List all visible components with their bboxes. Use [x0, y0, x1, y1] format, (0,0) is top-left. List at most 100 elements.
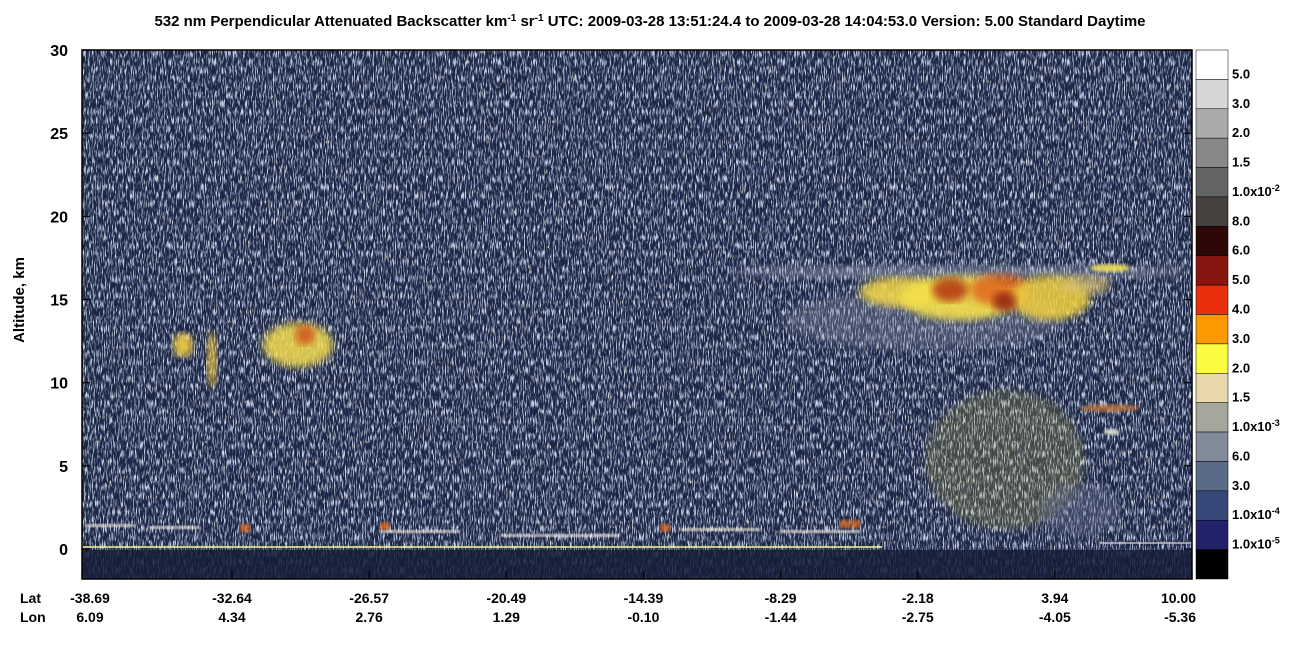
cloud-feature — [240, 524, 250, 532]
cloud-feature — [730, 265, 1190, 279]
x-tick-label: -0.10 — [627, 609, 659, 625]
x-tick-label: -5.36 — [1164, 609, 1196, 625]
x-tick-label: 3.94 — [1041, 590, 1068, 606]
cloud-feature — [932, 278, 968, 302]
colorbar-label: 4.0 — [1232, 302, 1250, 317]
colorbar-swatch — [1195, 549, 1229, 580]
colorbar-swatch — [1195, 49, 1229, 80]
colorbar-label: 3.0 — [1232, 478, 1250, 493]
cloud-feature — [1090, 264, 1130, 272]
y-tick-label: 0 — [59, 542, 68, 559]
colorbar-label: 2.0 — [1232, 125, 1250, 140]
colorbar-label: 8.0 — [1232, 213, 1250, 228]
colorbar-swatch — [1195, 373, 1229, 403]
colorbar-label: 3.0 — [1232, 331, 1250, 346]
colorbar-swatch — [1195, 314, 1229, 345]
x-tick-label: 10.00 — [1161, 590, 1196, 606]
title-text: 532 nm Perpendicular Attenuated Backscat… — [154, 13, 507, 30]
colorbar-label-mantissa: 1.0x10 — [1232, 184, 1272, 199]
x-row-name: Lon — [20, 609, 46, 625]
title-superscript: -1 — [535, 13, 544, 24]
colorbar: 5.03.02.01.51.0x10-28.06.05.04.03.02.01.… — [1195, 49, 1280, 580]
colorbar-swatch — [1195, 167, 1229, 198]
surface-return — [82, 546, 882, 548]
x-tick-label: -32.64 — [212, 590, 252, 606]
colorbar-swatch — [1195, 226, 1229, 256]
y-tick-label: 10 — [50, 376, 68, 393]
colorbar-label: 5.0 — [1232, 66, 1250, 81]
x-tick-label: 1.29 — [493, 609, 520, 625]
cloud-feature — [380, 522, 390, 530]
x-tick-label: -14.39 — [624, 590, 664, 606]
colorbar-label: 6.0 — [1232, 448, 1250, 463]
curtain-image — [82, 50, 1192, 579]
cloud-feature — [660, 524, 670, 532]
x-tick-label: -38.69 — [70, 590, 110, 606]
y-tick-label: 15 — [50, 293, 68, 310]
x-tick-label: -8.29 — [765, 590, 797, 606]
colorbar-label: 6.0 — [1232, 243, 1250, 258]
x-row-name: Lat — [20, 590, 41, 606]
colorbar-label-exponent: -5 — [1272, 536, 1280, 546]
cloud-feature — [1040, 485, 1120, 535]
plot-frame — [81, 49, 1193, 580]
cloud-feature — [840, 520, 850, 528]
colorbar-swatch — [1195, 431, 1229, 462]
colorbar-label: 2.0 — [1232, 360, 1250, 375]
colorbar-swatch — [1195, 284, 1229, 315]
x-tick-label: -2.18 — [902, 590, 934, 606]
x-tick-label: -4.05 — [1039, 609, 1071, 625]
cloud-feature — [1080, 404, 1140, 412]
cloud-feature — [500, 534, 620, 537]
cloud-feature — [263, 323, 333, 367]
cloud-feature — [295, 325, 315, 345]
x-tick-label: -26.57 — [349, 590, 389, 606]
colorbar-label: 5.0 — [1232, 272, 1250, 287]
cloud-feature — [780, 530, 860, 533]
cloud-feature — [150, 526, 200, 529]
title-text: sr — [516, 13, 535, 30]
colorbar-label-exponent: -3 — [1272, 418, 1280, 428]
x-tick-label: 6.09 — [76, 609, 103, 625]
x-tick-label: -20.49 — [486, 590, 526, 606]
colorbar-label-mantissa: 1.0x10 — [1232, 419, 1272, 434]
colorbar-label: 3.0 — [1232, 96, 1250, 111]
chart-title: 532 nm Perpendicular Attenuated Backscat… — [154, 13, 1145, 31]
cloud-feature — [207, 332, 217, 388]
surface-return — [1100, 542, 1192, 544]
colorbar-swatch — [1195, 490, 1229, 521]
colorbar-label-mantissa: 1.0x10 — [1232, 507, 1272, 522]
cloud-feature — [380, 530, 460, 533]
cloud-feature — [85, 524, 135, 527]
y-tick-label: 5 — [59, 459, 68, 476]
colorbar-swatch — [1195, 519, 1229, 550]
colorbar-swatch — [1195, 79, 1229, 110]
x-tick-label: 4.34 — [218, 609, 245, 625]
cloud-feature — [173, 333, 193, 357]
y-axis-label: Altitude, km — [11, 257, 28, 343]
colorbar-label: 1.0x10-4 — [1232, 506, 1280, 522]
x-tick-label: -1.44 — [765, 609, 797, 625]
colorbar-label-exponent: -4 — [1272, 506, 1280, 516]
colorbar-label: 1.0x10-3 — [1232, 418, 1280, 434]
cloud-feature — [993, 292, 1017, 312]
cloud-feature — [1104, 429, 1120, 435]
cloud-feature — [925, 390, 1085, 530]
y-tick-label: 20 — [50, 209, 68, 226]
title-text: UTC: 2009-03-28 13:51:24.4 to 2009-03-28… — [544, 13, 1146, 30]
y-tick-label: 30 — [50, 43, 68, 60]
colorbar-label: 1.5 — [1232, 390, 1250, 405]
colorbar-swatch — [1195, 461, 1229, 492]
colorbar-label: 1.5 — [1232, 155, 1250, 170]
colorbar-swatch — [1195, 137, 1229, 168]
colorbar-label-exponent: -2 — [1272, 183, 1280, 193]
x-tick-label: 2.76 — [356, 609, 383, 625]
colorbar-label: 1.0x10-2 — [1232, 183, 1280, 199]
cloud-feature — [1060, 275, 1110, 295]
colorbar-swatch — [1195, 255, 1229, 286]
x-tick-label: -2.75 — [902, 609, 934, 625]
colorbar-label: 1.0x10-5 — [1232, 536, 1280, 552]
colorbar-label-mantissa: 1.0x10 — [1232, 537, 1272, 552]
title-superscript: -1 — [507, 13, 516, 24]
